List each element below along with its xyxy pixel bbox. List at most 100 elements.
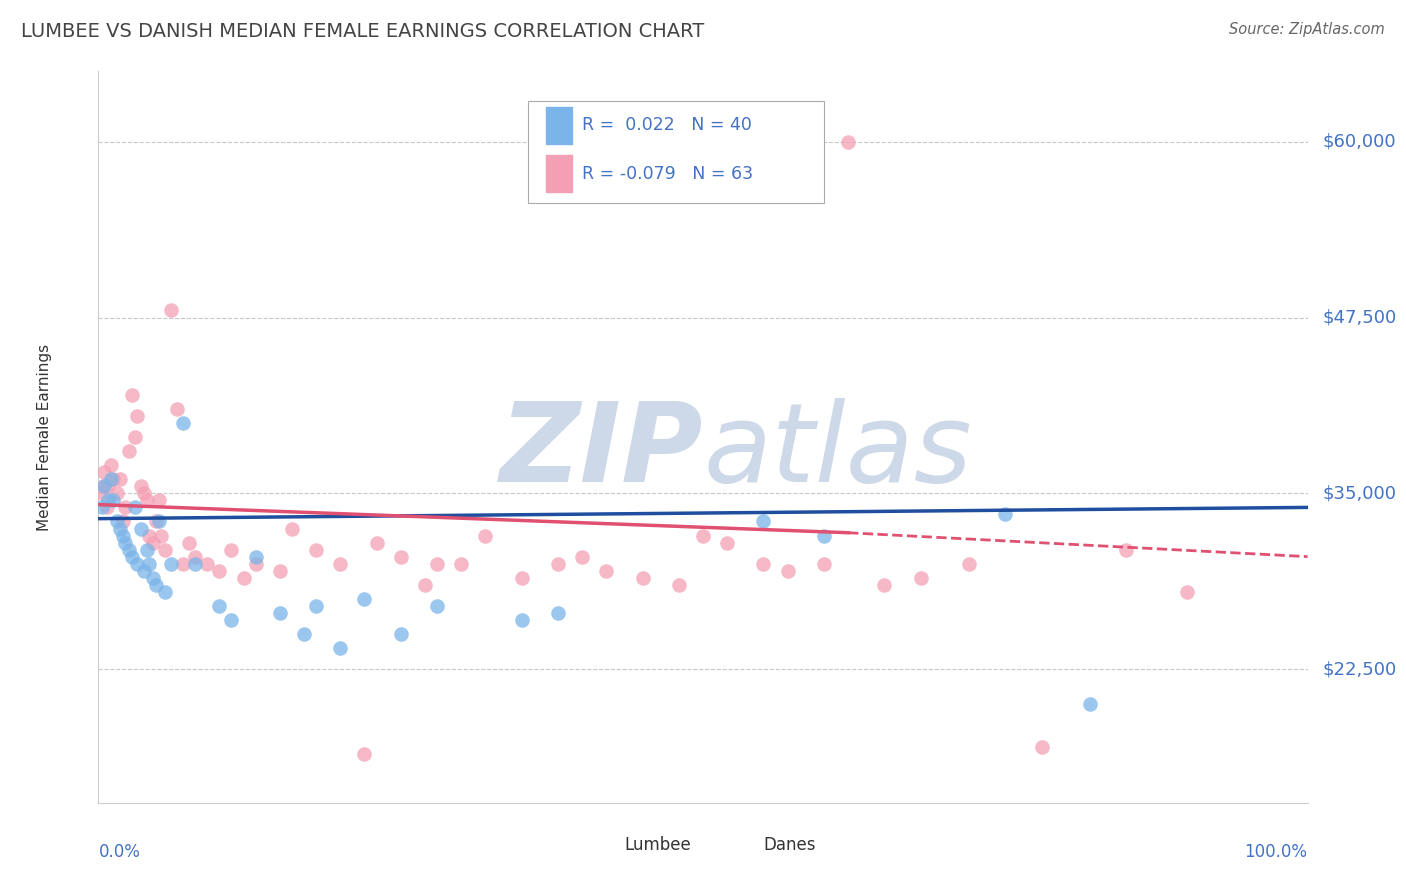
Point bbox=[134, 564, 156, 578]
Point bbox=[957, 557, 980, 571]
Point bbox=[692, 528, 714, 542]
Point bbox=[121, 549, 143, 564]
Point bbox=[172, 416, 194, 430]
Point bbox=[813, 557, 835, 571]
Text: $22,500: $22,500 bbox=[1322, 660, 1396, 678]
Point bbox=[353, 747, 375, 761]
Point bbox=[232, 571, 254, 585]
Point bbox=[221, 542, 243, 557]
Point bbox=[910, 571, 932, 585]
Point bbox=[111, 515, 134, 529]
Point bbox=[305, 542, 328, 557]
Point bbox=[631, 571, 654, 585]
Text: $35,000: $35,000 bbox=[1322, 484, 1396, 502]
Point bbox=[153, 542, 176, 557]
Point bbox=[329, 557, 352, 571]
Point bbox=[221, 613, 243, 627]
Point bbox=[595, 564, 617, 578]
Point bbox=[134, 486, 156, 500]
Point bbox=[108, 472, 131, 486]
Text: Median Female Earnings: Median Female Earnings bbox=[37, 343, 52, 531]
Point bbox=[135, 493, 157, 508]
Text: Source: ZipAtlas.com: Source: ZipAtlas.com bbox=[1229, 22, 1385, 37]
Point bbox=[108, 521, 131, 535]
Point bbox=[329, 641, 352, 656]
Point bbox=[474, 528, 496, 542]
Point bbox=[100, 458, 122, 473]
Point bbox=[510, 571, 533, 585]
Point bbox=[91, 500, 114, 515]
FancyBboxPatch shape bbox=[527, 101, 824, 203]
Point bbox=[160, 557, 183, 571]
Point bbox=[138, 528, 160, 542]
Point bbox=[90, 486, 112, 500]
Point bbox=[101, 472, 124, 486]
Point bbox=[93, 479, 115, 493]
Point bbox=[118, 542, 141, 557]
Point bbox=[353, 591, 375, 606]
Point bbox=[195, 557, 218, 571]
Point bbox=[100, 472, 122, 486]
Point bbox=[129, 479, 152, 493]
Point bbox=[305, 599, 328, 613]
Point bbox=[813, 528, 835, 542]
Point bbox=[91, 479, 114, 493]
Bar bbox=[588, 829, 614, 858]
Bar bbox=[727, 829, 754, 858]
Point bbox=[148, 493, 170, 508]
Text: 0.0%: 0.0% bbox=[98, 843, 141, 861]
Point bbox=[366, 535, 388, 549]
Point bbox=[668, 578, 690, 592]
Point bbox=[121, 388, 143, 402]
Text: Lumbee: Lumbee bbox=[624, 836, 692, 855]
Point bbox=[179, 535, 201, 549]
Point bbox=[148, 515, 170, 529]
Text: atlas: atlas bbox=[703, 398, 972, 505]
Point bbox=[752, 515, 775, 529]
Point bbox=[547, 606, 569, 620]
Point bbox=[716, 535, 738, 549]
Point bbox=[127, 557, 149, 571]
Point bbox=[281, 521, 304, 535]
Point bbox=[184, 557, 207, 571]
Point bbox=[101, 493, 124, 508]
Point bbox=[160, 303, 183, 318]
Point bbox=[135, 542, 157, 557]
Point bbox=[166, 401, 188, 416]
Point bbox=[208, 599, 231, 613]
Point bbox=[752, 557, 775, 571]
Point bbox=[93, 465, 115, 479]
Point bbox=[105, 515, 128, 529]
Text: $47,500: $47,500 bbox=[1322, 309, 1396, 326]
Point bbox=[292, 627, 315, 641]
Point bbox=[184, 549, 207, 564]
Point bbox=[114, 500, 136, 515]
Point bbox=[172, 557, 194, 571]
Point bbox=[127, 409, 149, 423]
Point bbox=[547, 557, 569, 571]
Point bbox=[153, 584, 176, 599]
Text: $60,000: $60,000 bbox=[1322, 133, 1396, 151]
Text: Danes: Danes bbox=[763, 836, 815, 855]
Point bbox=[245, 557, 267, 571]
Point bbox=[97, 479, 120, 493]
Text: 100.0%: 100.0% bbox=[1244, 843, 1308, 861]
Bar bbox=[546, 155, 572, 192]
Point bbox=[389, 627, 412, 641]
Point bbox=[105, 486, 128, 500]
Point bbox=[426, 599, 449, 613]
Text: R =  0.022   N = 40: R = 0.022 N = 40 bbox=[582, 117, 752, 135]
Point bbox=[426, 557, 449, 571]
Point bbox=[1031, 739, 1053, 754]
Text: R = -0.079   N = 63: R = -0.079 N = 63 bbox=[582, 165, 754, 183]
Point bbox=[873, 578, 896, 592]
Point bbox=[150, 528, 173, 542]
Point bbox=[245, 549, 267, 564]
Point bbox=[1078, 698, 1101, 712]
Point bbox=[776, 564, 799, 578]
Point bbox=[450, 557, 472, 571]
Point bbox=[129, 521, 152, 535]
Point bbox=[269, 564, 291, 578]
Point bbox=[269, 606, 291, 620]
Text: ZIP: ZIP bbox=[499, 398, 703, 505]
